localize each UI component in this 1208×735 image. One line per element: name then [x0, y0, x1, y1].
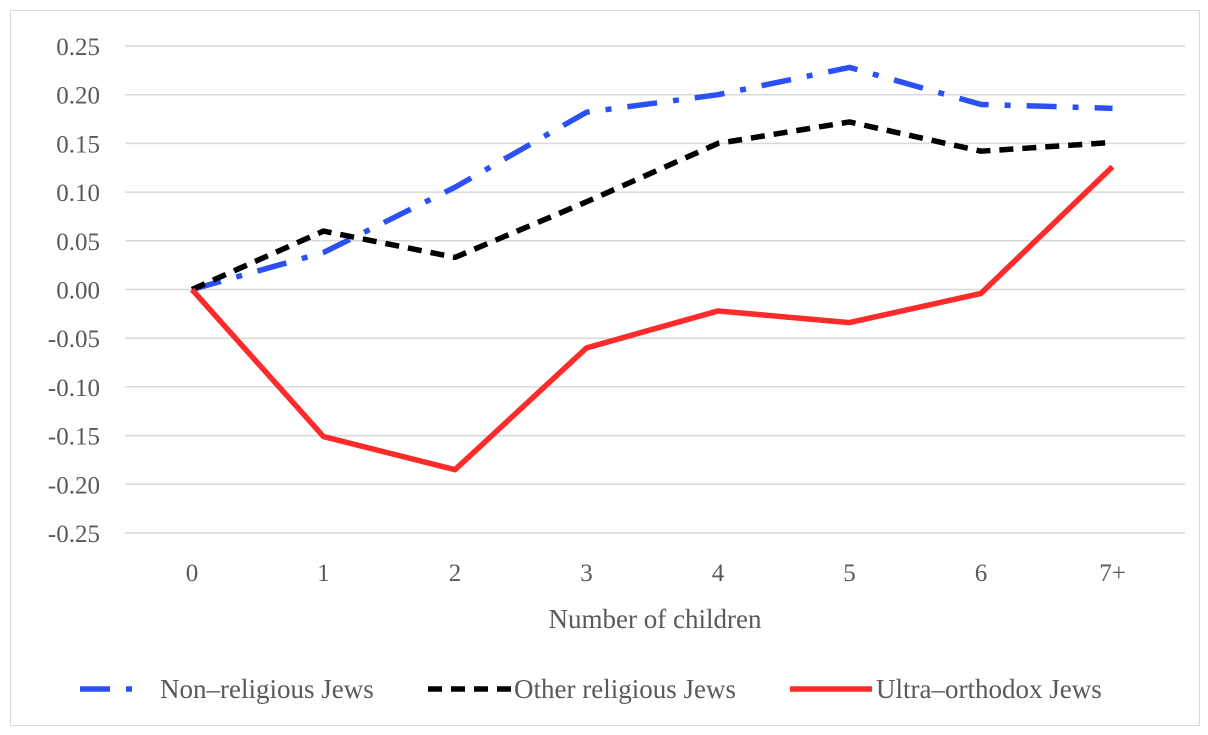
series-line-2: [190, 119, 1113, 293]
x-tick-label: 4: [712, 560, 725, 587]
y-tick-label: 0.20: [56, 83, 100, 110]
legend-label: Ultra–orthodox Jews: [876, 674, 1102, 704]
gridlines: [125, 45, 1185, 534]
legend: Non–religious Jews Other religious Jews Ul…: [80, 674, 1102, 704]
x-tick-label: 7+: [1099, 560, 1126, 587]
y-tick-label: -0.20: [48, 472, 100, 499]
legend-label: Non–religious Jews: [160, 674, 374, 704]
x-axis-tick-labels: 0 1 2 3 4 5 6 7+: [186, 560, 1126, 587]
legend-label: Other religious Jews: [514, 674, 736, 704]
x-tick-label: 1: [317, 560, 330, 587]
y-tick-label: -0.25: [48, 521, 100, 548]
y-tick-label: 0.05: [56, 229, 100, 256]
y-tick-label: 0.15: [56, 131, 100, 158]
series-lines: [189, 64, 1115, 473]
x-axis-title: Number of children: [549, 604, 762, 634]
y-tick-label: -0.15: [48, 424, 100, 451]
series-line-3: [189, 164, 1115, 473]
y-tick-label: -0.05: [48, 326, 100, 353]
x-tick-label: 0: [186, 560, 199, 587]
y-axis-tick-labels: 0.25 0.20 0.15 0.10 0.05 0.00 -0.05 -0.10 -0.15 -…: [48, 34, 100, 548]
x-tick-label: 3: [580, 560, 593, 587]
x-tick-label: 6: [975, 560, 988, 587]
y-tick-label: -0.10: [48, 375, 100, 402]
x-tick-label: 5: [843, 560, 856, 587]
y-tick-label: 0.10: [56, 180, 100, 207]
series-line-1: [191, 64, 1113, 293]
y-tick-label: 0.00: [56, 278, 100, 305]
y-tick-label: 0.25: [56, 34, 100, 61]
x-tick-label: 2: [449, 560, 462, 587]
chart-frame: [10, 10, 1200, 726]
